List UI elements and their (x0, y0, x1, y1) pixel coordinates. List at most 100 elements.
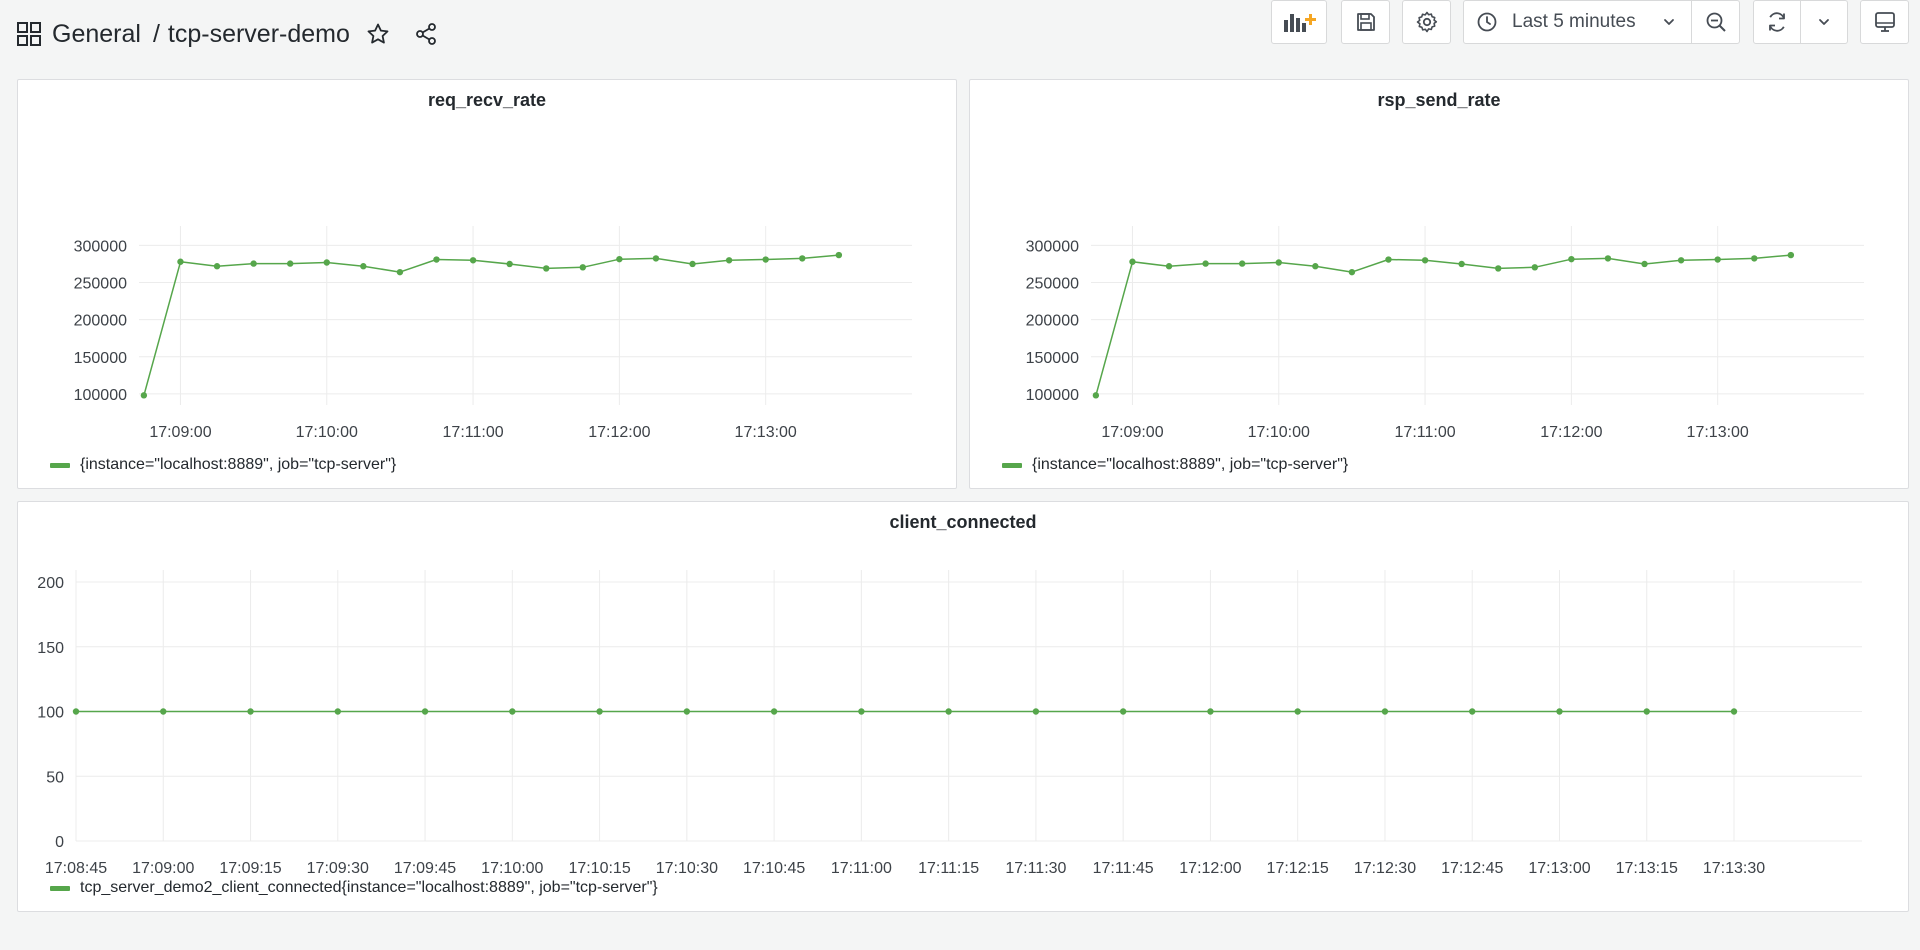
data-point (1294, 708, 1301, 715)
chart-req-recv-rate: 100000 150000 200000 250000 300000 17:09:00 17… (74, 226, 912, 441)
legend-item[interactable]: {instance="localhost:8889", job="tcp-ser… (50, 456, 396, 474)
zoom-out-icon (1706, 12, 1726, 32)
data-point (762, 256, 769, 263)
y-tick-label: 100000 (1026, 387, 1079, 404)
data-point (1469, 708, 1476, 715)
tv-mode-button[interactable] (1860, 0, 1909, 44)
save-icon (1356, 13, 1375, 31)
data-point (160, 708, 167, 715)
data-point (1207, 708, 1214, 715)
refresh-icon (1769, 12, 1785, 32)
panel-rsp-send-rate: rsp_send_rate 100000 150000 200000 250000 30… (969, 79, 1909, 489)
x-tick-label: 17:11:00 (831, 860, 892, 877)
data-point (1312, 263, 1319, 270)
x-tick-label: 17:12:30 (1354, 860, 1416, 877)
share-icon (416, 23, 436, 45)
data-point (140, 392, 148, 399)
time-range-picker[interactable]: Last 5 minutes (1463, 0, 1692, 44)
add-panel-button[interactable] (1271, 0, 1327, 44)
x-tick-label: 17:12:00 (1540, 424, 1602, 441)
x-tick-label: 17:09:45 (394, 860, 456, 877)
x-tick-label: 17:11:30 (1005, 860, 1066, 877)
x-tick-label: 17:12:15 (1267, 860, 1329, 877)
grid-icon[interactable] (16, 21, 42, 47)
data-point (1677, 257, 1685, 264)
x-tick-label: 17:09:00 (132, 860, 194, 877)
panel-title[interactable]: rsp_send_rate (1377, 90, 1501, 110)
chevron-down-icon (1819, 19, 1829, 25)
legend-label: tcp_server_demo2_client_connected{instan… (80, 879, 658, 896)
refresh-button[interactable] (1753, 0, 1801, 44)
gear-icon (1416, 11, 1437, 33)
data-point (858, 708, 865, 715)
y-tick-label: 100000 (74, 387, 127, 404)
data-point (469, 257, 477, 264)
data-point (799, 255, 806, 262)
chevron-down-icon (1664, 19, 1674, 25)
data-point (509, 708, 516, 715)
y-tick-label: 200000 (74, 313, 127, 330)
y-tick-label: 200000 (1026, 313, 1079, 330)
data-point (1238, 260, 1246, 267)
share-button[interactable] (406, 14, 446, 54)
refresh-interval-dropdown[interactable] (1800, 0, 1848, 44)
x-tick-label: 17:09:15 (219, 860, 281, 877)
data-point (1556, 708, 1563, 715)
legend-swatch (1002, 462, 1022, 468)
data-point (250, 260, 257, 267)
legend-item[interactable]: {instance="localhost:8889", job="tcp-ser… (1002, 456, 1348, 474)
y-tick-label: 200 (37, 575, 64, 592)
y-tick-label: 150000 (74, 350, 127, 367)
zoom-out-button[interactable] (1691, 0, 1740, 44)
data-point (247, 708, 254, 715)
x-tick-label: 17:10:00 (481, 860, 543, 877)
x-tick-label: 17:10:00 (1248, 424, 1310, 441)
star-button[interactable] (358, 14, 398, 54)
data-point (360, 263, 367, 270)
data-point (1568, 255, 1575, 263)
data-point (421, 708, 429, 715)
data-point (323, 259, 330, 266)
data-point (1787, 251, 1795, 259)
save-dashboard-button[interactable] (1341, 0, 1390, 44)
data-point (689, 260, 696, 268)
data-point (835, 251, 843, 259)
x-tick-label: 17:09:00 (1101, 424, 1163, 441)
x-tick-label: 17:13:00 (1687, 424, 1749, 441)
dashboard-navbar: General / tcp-server-demo (0, 0, 1920, 68)
x-tick-label: 17:13:00 (1528, 860, 1590, 877)
monitor-icon (1874, 12, 1895, 32)
x-tick-label: 17:12:00 (1179, 860, 1241, 877)
x-tick-label: 17:13:30 (1703, 860, 1765, 877)
y-tick-label: 0 (55, 834, 64, 851)
dashboard-settings-button[interactable] (1402, 0, 1451, 44)
data-point (506, 260, 513, 268)
data-point (1129, 258, 1136, 265)
series-line (143, 254, 839, 396)
data-point (334, 708, 341, 715)
panel-title[interactable]: req_recv_rate (427, 90, 547, 110)
panel-title[interactable]: client_connected (889, 512, 1037, 532)
data-point (286, 260, 294, 267)
x-tick-label: 17:10:15 (568, 860, 630, 877)
data-point (177, 258, 184, 265)
chart-client-connected: 0 50 100 150 200 17:08:45 17:09:00 17:09:15 17:0… (37, 570, 1862, 877)
x-tick-label: 17:10:45 (743, 860, 805, 877)
dashboard-title[interactable]: tcp-server-demo (167, 19, 350, 48)
x-tick-label: 17:13:15 (1616, 860, 1678, 877)
data-point (1381, 708, 1389, 715)
breadcrumb-folder[interactable]: General (52, 19, 141, 48)
legend-item[interactable]: tcp_server_demo2_client_connected{instan… (50, 879, 658, 897)
data-point (1643, 708, 1650, 715)
legend-swatch (50, 885, 70, 891)
data-point (1032, 708, 1040, 715)
y-tick-label: 100 (37, 705, 64, 722)
x-tick-label: 17:09:30 (307, 860, 369, 877)
x-tick-label: 17:08:45 (45, 860, 107, 877)
data-point (1092, 392, 1100, 399)
data-point (1495, 265, 1502, 272)
data-point (1531, 264, 1539, 271)
panel-req-recv-rate: req_recv_rate 100000 150000 200000 250000 30… (17, 79, 957, 489)
legend-label: {instance="localhost:8889", job="tcp-ser… (80, 456, 397, 473)
y-tick-label: 150000 (1026, 350, 1079, 367)
